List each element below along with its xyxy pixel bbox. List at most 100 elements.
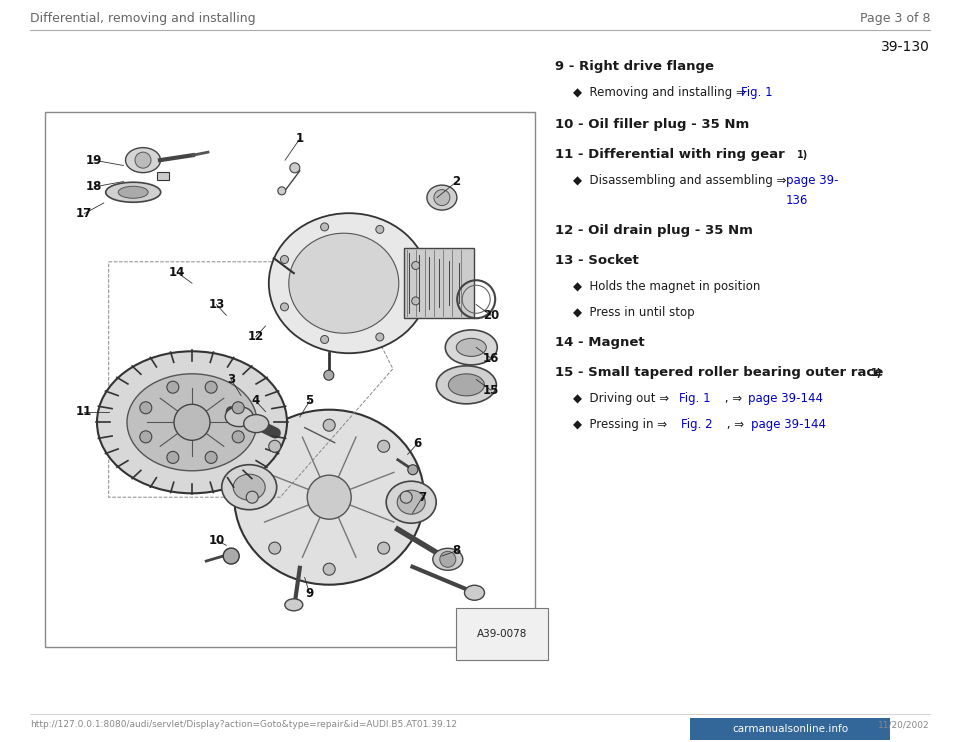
Text: 4: 4 xyxy=(252,395,260,407)
Ellipse shape xyxy=(97,351,287,493)
Text: Fig. 1: Fig. 1 xyxy=(741,86,773,99)
Text: 9: 9 xyxy=(305,587,314,600)
Circle shape xyxy=(400,491,412,503)
Text: 17: 17 xyxy=(76,207,92,220)
Bar xyxy=(45,112,535,647)
Bar xyxy=(404,249,474,318)
Circle shape xyxy=(174,404,210,440)
Ellipse shape xyxy=(427,185,457,210)
Circle shape xyxy=(412,297,420,305)
Text: , ⇒: , ⇒ xyxy=(721,392,746,405)
Ellipse shape xyxy=(233,474,265,500)
Circle shape xyxy=(232,401,244,414)
Ellipse shape xyxy=(106,183,160,203)
Bar xyxy=(156,172,169,180)
Ellipse shape xyxy=(118,186,148,198)
Circle shape xyxy=(412,261,420,269)
Text: ◆  Removing and installing ⇒: ◆ Removing and installing ⇒ xyxy=(573,86,750,99)
Circle shape xyxy=(167,451,179,464)
Ellipse shape xyxy=(289,233,398,333)
Text: 5: 5 xyxy=(305,395,314,407)
Text: http://127.0.0.1:8080/audi/servlet/Display?action=Goto&type=repair&id=AUDI.B5.AT: http://127.0.0.1:8080/audi/servlet/Displ… xyxy=(30,720,457,729)
Circle shape xyxy=(375,226,384,234)
Text: page 39-144: page 39-144 xyxy=(751,418,826,431)
Circle shape xyxy=(377,542,390,554)
Text: Page 3 of 8: Page 3 of 8 xyxy=(859,12,930,25)
Text: ◆  Driving out ⇒: ◆ Driving out ⇒ xyxy=(573,392,673,405)
Circle shape xyxy=(140,401,152,414)
Text: , ⇒: , ⇒ xyxy=(723,418,748,431)
Circle shape xyxy=(307,475,351,519)
Text: 11 - Differential with ring gear: 11 - Differential with ring gear xyxy=(555,148,789,161)
Text: 136: 136 xyxy=(786,194,808,207)
Text: Differential, removing and installing: Differential, removing and installing xyxy=(30,12,255,25)
Ellipse shape xyxy=(269,213,429,353)
Text: 1): 1) xyxy=(797,150,808,160)
Circle shape xyxy=(280,303,289,311)
Text: 10: 10 xyxy=(208,533,225,547)
Text: 9 - Right drive flange: 9 - Right drive flange xyxy=(555,60,714,73)
Text: ◆  Pressing in ⇒: ◆ Pressing in ⇒ xyxy=(573,418,671,431)
Ellipse shape xyxy=(465,585,485,600)
Ellipse shape xyxy=(433,548,463,571)
Text: 10 - Oil filler plug - 35 Nm: 10 - Oil filler plug - 35 Nm xyxy=(555,118,749,131)
Text: 15: 15 xyxy=(483,384,499,397)
Circle shape xyxy=(246,491,258,503)
Text: ◆  Disassembling and assembling ⇒: ◆ Disassembling and assembling ⇒ xyxy=(573,174,790,187)
Ellipse shape xyxy=(244,415,269,433)
Text: 16: 16 xyxy=(483,352,499,364)
Ellipse shape xyxy=(285,599,302,611)
Circle shape xyxy=(140,431,152,443)
Text: 39-130: 39-130 xyxy=(881,40,930,54)
Text: 12: 12 xyxy=(248,330,264,344)
Circle shape xyxy=(321,335,328,344)
Text: carmanualsonline.info: carmanualsonline.info xyxy=(732,724,848,734)
Text: 14 - Magnet: 14 - Magnet xyxy=(555,336,644,349)
Circle shape xyxy=(324,419,335,431)
Circle shape xyxy=(269,440,280,453)
Circle shape xyxy=(434,190,450,206)
Text: 20: 20 xyxy=(483,309,499,322)
Text: Fig. 2: Fig. 2 xyxy=(681,418,712,431)
Circle shape xyxy=(440,551,456,568)
Circle shape xyxy=(408,464,418,475)
Text: page 39-144: page 39-144 xyxy=(748,392,823,405)
Text: 13 - Socket: 13 - Socket xyxy=(555,254,638,267)
Text: ◆  Press in until stop: ◆ Press in until stop xyxy=(573,306,695,319)
Circle shape xyxy=(223,548,239,564)
Circle shape xyxy=(232,431,244,443)
Ellipse shape xyxy=(437,366,496,404)
Circle shape xyxy=(167,381,179,393)
Text: 6: 6 xyxy=(413,437,421,450)
FancyBboxPatch shape xyxy=(690,718,890,740)
Text: ◆  Holds the magnet in position: ◆ Holds the magnet in position xyxy=(573,280,760,293)
Circle shape xyxy=(205,451,217,464)
Text: page 39-: page 39- xyxy=(786,174,838,187)
Ellipse shape xyxy=(234,410,424,585)
Circle shape xyxy=(324,563,335,575)
Ellipse shape xyxy=(226,407,253,427)
Text: 15 - Small tapered roller bearing outer race: 15 - Small tapered roller bearing outer … xyxy=(555,366,888,379)
Text: 12 - Oil drain plug - 35 Nm: 12 - Oil drain plug - 35 Nm xyxy=(555,224,753,237)
Text: 2: 2 xyxy=(452,175,461,188)
Text: 3: 3 xyxy=(228,373,235,386)
Ellipse shape xyxy=(127,374,257,471)
Ellipse shape xyxy=(448,374,485,395)
Circle shape xyxy=(324,370,334,380)
Ellipse shape xyxy=(456,338,487,356)
Circle shape xyxy=(377,440,390,453)
Text: 19: 19 xyxy=(85,154,102,167)
Text: 1): 1) xyxy=(871,368,882,378)
Text: 11/20/2002: 11/20/2002 xyxy=(878,720,930,729)
Circle shape xyxy=(277,187,286,195)
Circle shape xyxy=(135,152,151,168)
Text: 11: 11 xyxy=(76,405,92,418)
Circle shape xyxy=(280,255,289,263)
Text: 8: 8 xyxy=(452,544,461,557)
Circle shape xyxy=(269,542,280,554)
Circle shape xyxy=(375,333,384,341)
Text: 7: 7 xyxy=(419,490,426,504)
Ellipse shape xyxy=(126,148,160,173)
Ellipse shape xyxy=(386,482,436,523)
Circle shape xyxy=(321,223,328,231)
